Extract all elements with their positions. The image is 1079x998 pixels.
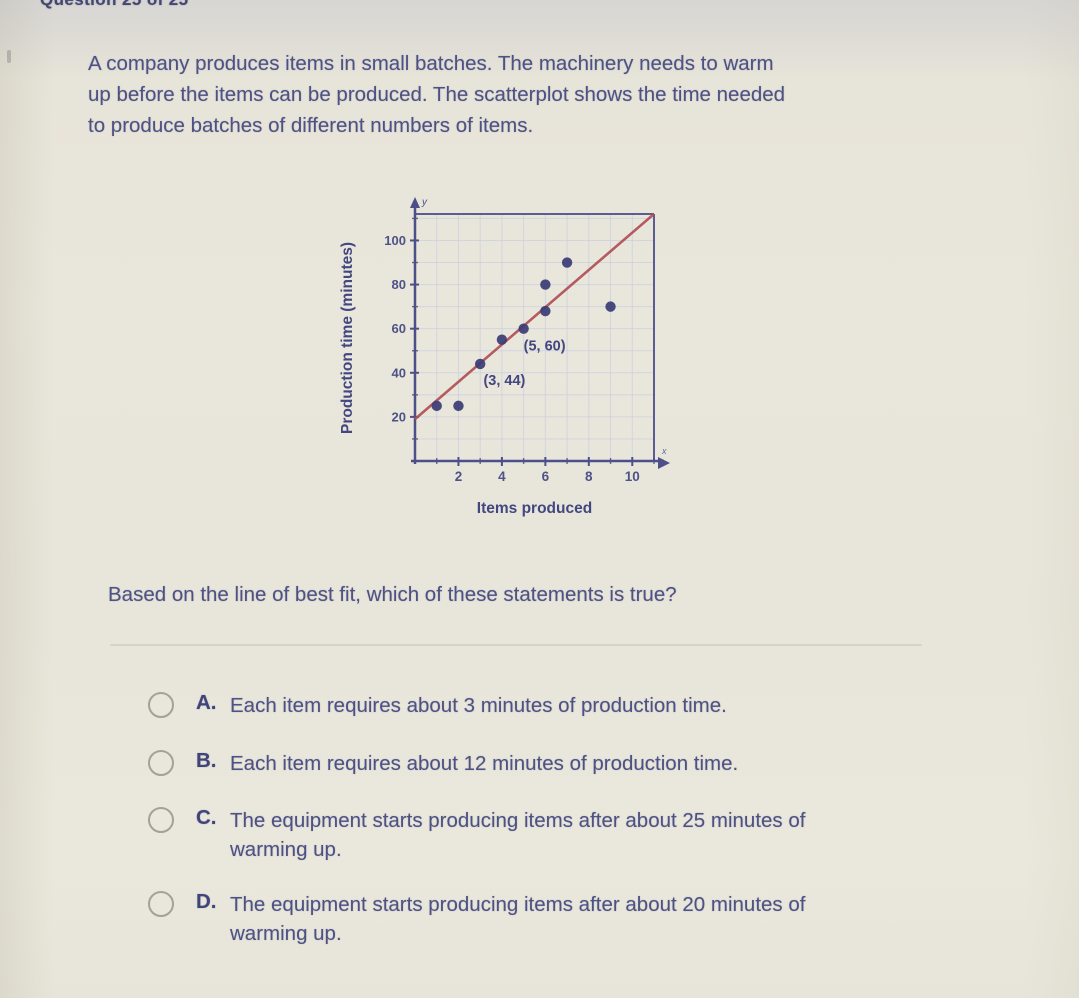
divider [110,644,922,646]
x-axis-arrow-label: x [661,446,667,456]
option-text-a: Each item requires about 3 minutes of pr… [230,694,727,717]
radio-button-a[interactable] [148,692,174,718]
y-tick-label: 80 [392,277,406,292]
x-tick-label: 10 [625,469,640,484]
y-axis-arrow [410,197,420,208]
radio-button-b[interactable] [148,750,174,776]
x-tick-label: 4 [498,469,506,484]
radio-button-c[interactable] [148,807,174,833]
y-tick-label: 60 [392,321,406,336]
point-annotation: (5, 60) [524,339,566,355]
data-point [605,301,616,312]
question-counter: Question 25 of 25 [40,0,189,10]
option-text-c: The equipment starts producing items aft… [230,809,806,861]
option-text-b: Each item requires about 12 minutes of p… [230,752,739,775]
x-axis-arrow [658,457,670,469]
scatterplot-figure: y x 2 4 6 8 10 20 40 60 80 100 (5, 60) (3, 44) Product… [335,190,680,525]
scatterplot: y x 2 4 6 8 10 20 40 60 80 100 (5, 60) (3, 44) Product… [339,197,670,517]
data-point [540,305,551,317]
y-axis-arrow-label: y [421,197,428,208]
y-tick-label: 20 [392,409,406,424]
option-row-a[interactable]: A. Each item requires about 3 minutes of… [148,691,948,720]
best-fit-line [414,213,655,421]
option-row-c[interactable]: C. The equipment starts producing items … [148,806,948,864]
data-point [496,334,508,345]
data-point [453,400,464,412]
question-intro-text: A company produces items in small batche… [88,52,786,137]
option-letter-d: D. [196,890,217,913]
y-tick-label: 40 [392,365,406,380]
data-point [561,257,573,268]
option-letter-c: C. [196,806,217,829]
radio-button-d[interactable] [148,891,174,917]
option-letter-b: B. [196,749,217,772]
x-tick-label: 2 [455,469,463,484]
data-point [431,400,442,412]
point-annotation: (3, 44) [483,373,525,389]
y-tick-label: 100 [384,233,406,248]
option-letter-a: A. [196,691,217,714]
y-axis-title: Production time (minutes) [339,242,356,434]
option-text-d: The equipment starts producing items aft… [230,893,806,945]
x-axis-title: Items produced [477,500,592,517]
x-tick-label: 6 [542,469,550,484]
photo-artifact-mark [7,50,11,63]
x-tick-label: 8 [585,469,593,484]
data-point [540,279,551,290]
data-point [474,358,486,370]
question-prompt: Based on the line of best fit, which of … [108,583,677,606]
option-row-d[interactable]: D. The equipment starts producing items … [148,890,948,948]
option-row-b[interactable]: B. Each item requires about 12 minutes o… [148,749,948,778]
data-point [518,323,529,334]
